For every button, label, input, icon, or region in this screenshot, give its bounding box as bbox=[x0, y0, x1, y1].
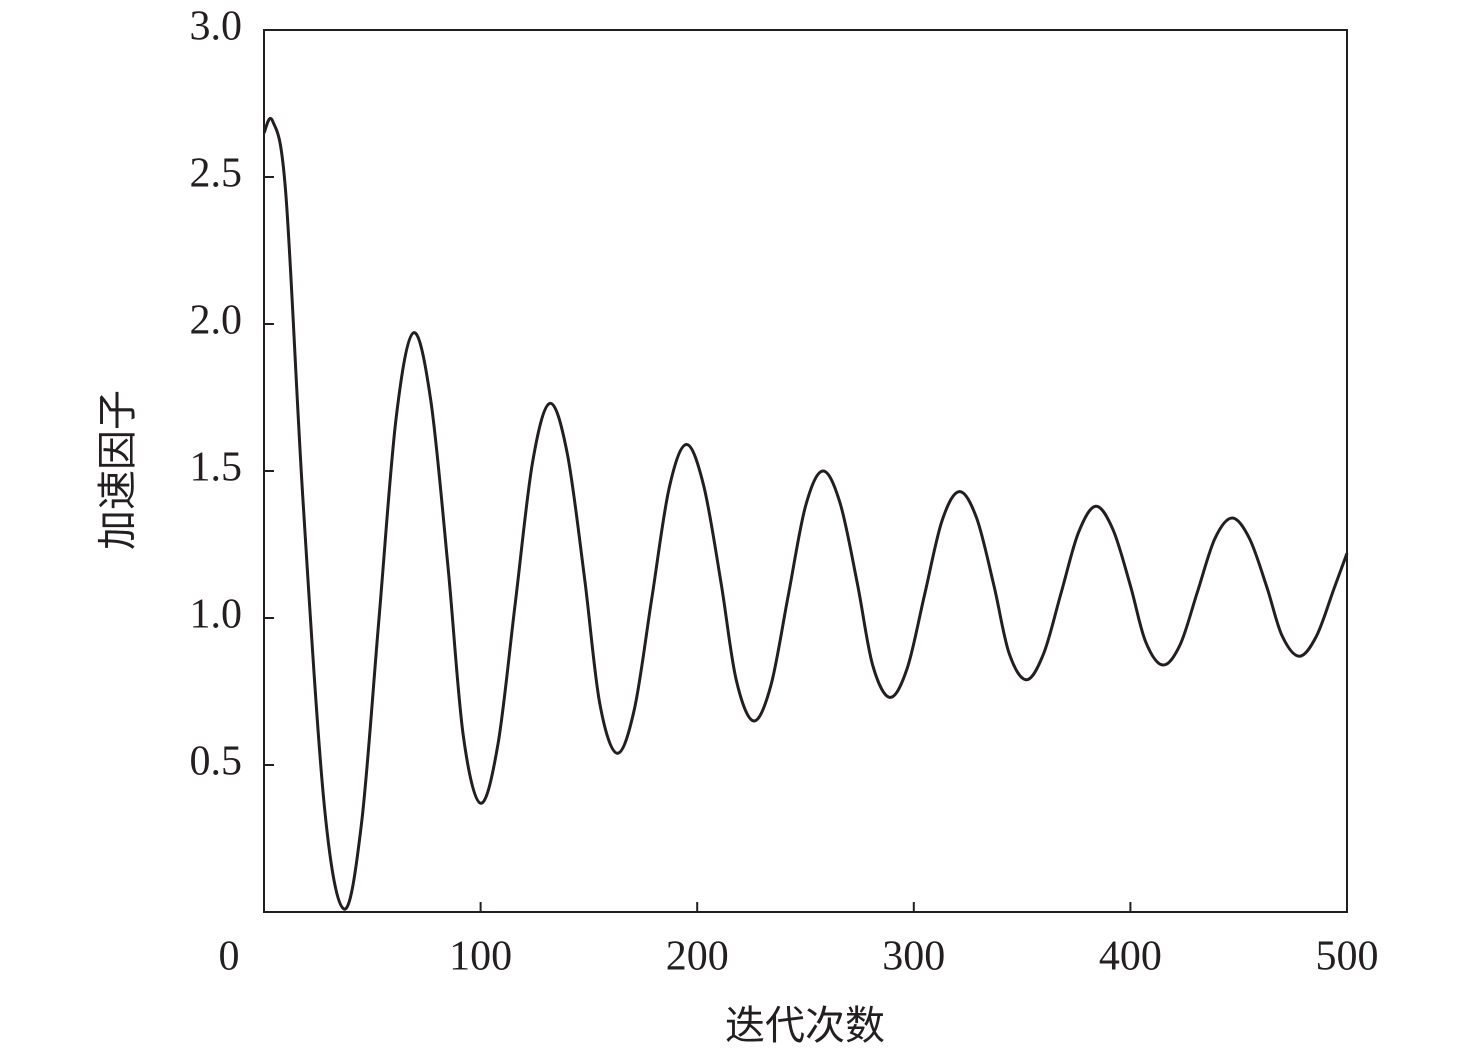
plot-frame bbox=[263, 29, 1348, 913]
x-tick-label: 0 bbox=[219, 934, 240, 980]
y-tick-label: 0.5 bbox=[190, 739, 243, 785]
x-tick-label: 400 bbox=[1099, 934, 1162, 980]
y-tick-label: 1.5 bbox=[190, 445, 243, 491]
x-axis-label: 迭代次数 bbox=[725, 1003, 885, 1049]
x-tick-label: 500 bbox=[1316, 934, 1379, 980]
y-tick-label: 2.0 bbox=[190, 298, 243, 344]
y-tick-label: 2.5 bbox=[190, 151, 243, 197]
data-line bbox=[262, 117, 1349, 911]
y-axis-label: 加速因子 bbox=[95, 390, 141, 550]
y-tick-label: 3.0 bbox=[190, 4, 243, 50]
x-tick-label: 200 bbox=[666, 934, 729, 980]
x-tick-label: 100 bbox=[449, 934, 512, 980]
y-tick-label: 1.0 bbox=[190, 592, 243, 638]
x-tick-label: 300 bbox=[882, 934, 945, 980]
